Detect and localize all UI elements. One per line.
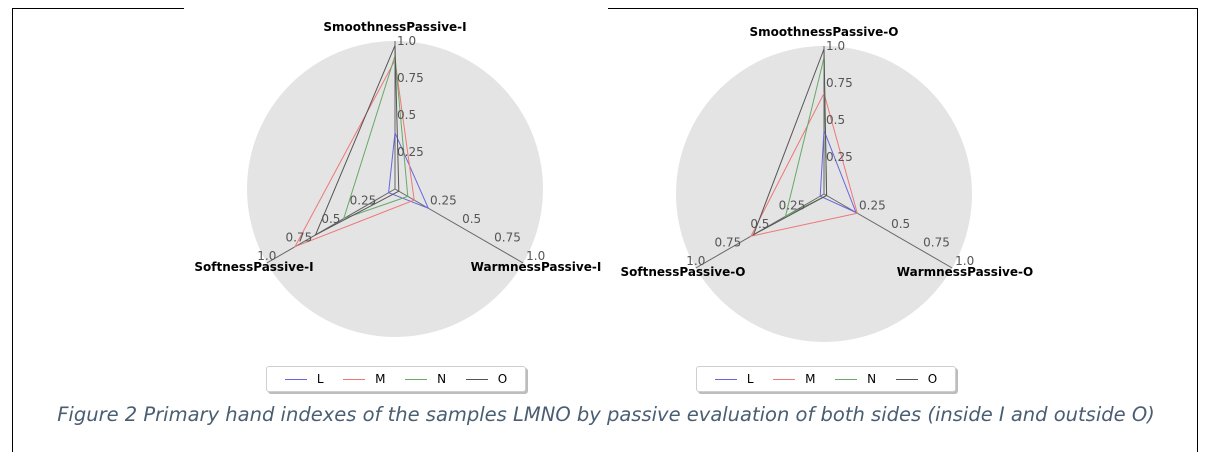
radar-axis-1 xyxy=(823,193,953,269)
axis-label: SoftnessPassive-O xyxy=(621,265,746,279)
figure-caption: Figure 2 Primary hand indexes of the sam… xyxy=(57,403,1155,426)
tick-label: 1.0 xyxy=(526,249,545,263)
tick-label: 0.75 xyxy=(286,231,313,245)
tick-label: 0.5 xyxy=(462,212,481,226)
tick-label: 0.25 xyxy=(859,199,886,213)
tick-label: 0.25 xyxy=(397,145,424,159)
tick-label: 1.0 xyxy=(826,39,845,53)
tick-label: 0.5 xyxy=(750,217,769,231)
tick-label: 0.5 xyxy=(891,217,910,231)
axis-label: WarmnessPassive-O xyxy=(897,265,1033,279)
tick-label: 0.75 xyxy=(715,236,742,250)
legend-label: O xyxy=(497,372,508,386)
tick-label: 0.5 xyxy=(826,113,845,127)
tick-label: 1.0 xyxy=(257,249,276,263)
legend-entry-o: O xyxy=(465,372,508,386)
legend-swatch xyxy=(895,378,918,380)
axis-label: SmoothnessPassive-I xyxy=(323,20,466,34)
legend-swatch xyxy=(465,378,488,380)
tick-label: 0.75 xyxy=(494,231,521,245)
tick-label: 0.75 xyxy=(397,71,424,85)
legend-swatch xyxy=(714,378,737,380)
legend-inside: L M N O xyxy=(266,366,526,392)
legend-swatch xyxy=(405,378,428,380)
series-m-polygon xyxy=(293,58,415,248)
legend-entry-l: L xyxy=(284,372,324,386)
legend-label: M xyxy=(375,372,386,386)
tick-label: 1.0 xyxy=(397,34,416,48)
tick-label: 0.25 xyxy=(350,194,377,208)
legend-swatch xyxy=(835,378,858,380)
legend-swatch xyxy=(284,378,307,380)
tick-label: 1.0 xyxy=(955,254,974,268)
tick-label: 0.25 xyxy=(826,150,853,164)
series-m-polygon xyxy=(749,92,858,237)
radar-axis-1 xyxy=(394,188,524,264)
legend-entry-m: M xyxy=(773,372,815,386)
legend-label: L xyxy=(746,372,754,386)
legend-entry-o: O xyxy=(895,372,938,386)
figure-frame-top-right xyxy=(608,8,1198,9)
legend-entry-n: N xyxy=(405,372,446,386)
legend-label: N xyxy=(867,372,877,386)
series-l-polygon xyxy=(819,130,857,214)
figure-frame-left xyxy=(12,8,13,452)
legend-label: N xyxy=(437,372,447,386)
legend-entry-n: N xyxy=(835,372,876,386)
figure-frame-top-left xyxy=(12,8,184,9)
legend-label: M xyxy=(805,372,816,386)
legend-outside: L M N O xyxy=(696,366,956,392)
radar-axis-2 xyxy=(266,188,396,264)
legend-swatch xyxy=(773,378,796,380)
series-l-polygon xyxy=(388,130,430,210)
tick-label: 1.0 xyxy=(686,254,705,268)
axis-label: SmoothnessPassive-O xyxy=(750,25,899,39)
axis-label: SoftnessPassive-I xyxy=(194,260,313,274)
tick-label: 0.5 xyxy=(397,108,416,122)
figure-frame-right xyxy=(1197,8,1198,452)
legend-label: O xyxy=(927,372,938,386)
legend-entry-m: M xyxy=(343,372,385,386)
tick-label: 0.25 xyxy=(430,194,457,208)
legend-entry-l: L xyxy=(714,372,754,386)
series-o-polygon xyxy=(314,45,400,236)
tick-label: 0.5 xyxy=(321,212,340,226)
series-o-polygon xyxy=(752,48,828,236)
tick-label: 0.75 xyxy=(923,236,950,250)
axis-label: WarmnessPassive-I xyxy=(471,260,602,274)
legend-label: L xyxy=(316,372,324,386)
tick-label: 0.75 xyxy=(826,76,853,90)
tick-label: 0.25 xyxy=(779,199,806,213)
legend-swatch xyxy=(343,378,366,380)
series-n-polygon xyxy=(342,55,409,220)
